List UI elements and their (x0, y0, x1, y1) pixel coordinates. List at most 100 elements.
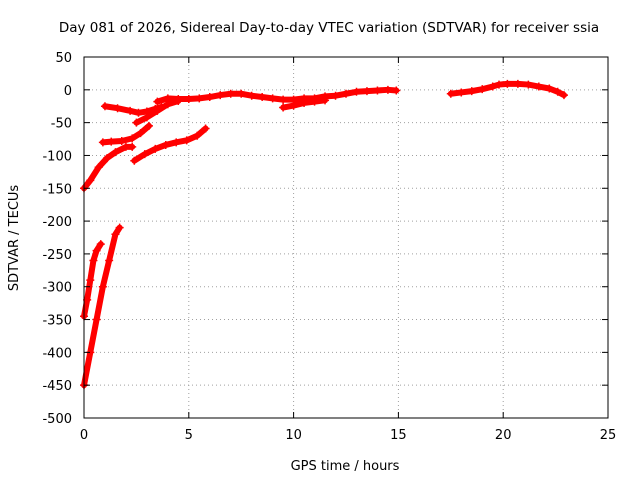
data-point (205, 93, 214, 102)
data-point (132, 118, 141, 127)
data-point (193, 131, 202, 140)
x-tick-label: 0 (80, 428, 88, 443)
plot-frame (83, 56, 609, 419)
data-series-10 (446, 79, 568, 100)
data-point (115, 223, 124, 232)
data-point (258, 93, 267, 102)
data-series-9 (279, 96, 330, 112)
data-point (92, 246, 101, 255)
data-point (103, 154, 112, 163)
y-tick-label: -250 (42, 248, 72, 263)
data-point (553, 87, 562, 96)
data-point (182, 136, 191, 145)
x-tick-label: 25 (600, 428, 617, 443)
data-point (362, 87, 371, 96)
x-tick-label: 15 (390, 428, 407, 443)
data-point (310, 97, 319, 106)
data-point (128, 142, 137, 151)
data-point (153, 97, 162, 106)
data-point (105, 256, 114, 265)
chart-title: Day 081 of 2026, Sidereal Day-to-day VTE… (59, 20, 599, 36)
x-tick-label: 5 (185, 428, 193, 443)
y-tick-label: -450 (42, 379, 72, 394)
data-point (144, 121, 153, 130)
data-point (534, 82, 543, 91)
data-point (392, 86, 401, 95)
data-point (524, 80, 533, 89)
data-point (488, 82, 497, 91)
data-point (117, 137, 126, 146)
data-point (96, 240, 105, 249)
data-point (383, 85, 392, 94)
series-track (99, 122, 152, 146)
data-series-4 (98, 121, 153, 147)
y-tick-label: -50 (51, 117, 72, 132)
data-series-6 (130, 124, 210, 165)
data-point (300, 98, 309, 107)
data-point (545, 84, 554, 93)
data-point (126, 106, 135, 115)
data-point (86, 276, 95, 285)
data-point (373, 86, 382, 95)
data-point (237, 89, 246, 98)
data-point (495, 80, 504, 89)
x-axis-label: GPS time / hours (291, 459, 400, 474)
data-point (331, 91, 340, 100)
data-series-8 (153, 85, 401, 106)
data-point (163, 94, 172, 103)
data-point (247, 91, 256, 100)
data-point (513, 79, 522, 88)
data-point (172, 138, 181, 147)
series-track (81, 143, 136, 192)
data-point (98, 138, 107, 147)
data-point (161, 140, 170, 149)
data-point (559, 91, 568, 100)
data-point (111, 230, 120, 239)
y-tick-label: -100 (42, 149, 72, 164)
grid (84, 57, 608, 418)
x-tick-label: 20 (495, 428, 512, 443)
data-point (92, 315, 101, 324)
data-point (216, 91, 225, 100)
data-series (80, 79, 568, 390)
data-point (268, 94, 277, 103)
data-point (111, 148, 120, 157)
x-tick-label: 10 (285, 428, 302, 443)
data-point (467, 87, 476, 96)
data-point (134, 108, 143, 117)
data-point (321, 96, 330, 105)
data-point (289, 101, 298, 110)
data-point (100, 102, 109, 111)
data-point (174, 95, 183, 104)
y-tick-label: -400 (42, 346, 72, 361)
data-point (478, 85, 487, 94)
y-tick-label: -200 (42, 215, 72, 230)
data-point (352, 87, 361, 96)
data-series-1 (80, 223, 124, 390)
data-point (457, 88, 466, 97)
y-tick-label: -300 (42, 281, 72, 296)
data-point (279, 95, 288, 104)
data-point (195, 94, 204, 103)
data-point (86, 176, 95, 185)
data-point (128, 134, 137, 143)
data-point (151, 144, 160, 153)
y-tick-label: 50 (55, 51, 72, 66)
y-tick-label: -150 (42, 182, 72, 197)
data-point (184, 95, 193, 104)
data-point (226, 89, 235, 98)
data-point (89, 256, 98, 265)
data-point (142, 113, 151, 122)
data-point (136, 129, 145, 138)
y-axis-label: SDTVAR / TECUs (7, 185, 22, 292)
y-tick-label: 0 (64, 84, 72, 99)
axis-ticks: 0 5 10 15 20 25 50 0 -50 -100 -150 -200 -250 -300 -350… (42, 51, 616, 443)
data-point (130, 156, 139, 165)
data-series-3 (80, 142, 137, 193)
data-point (140, 150, 149, 159)
series-track (131, 125, 209, 164)
data-point (113, 104, 122, 113)
y-tick-label: -500 (42, 412, 72, 427)
data-point (201, 124, 210, 133)
